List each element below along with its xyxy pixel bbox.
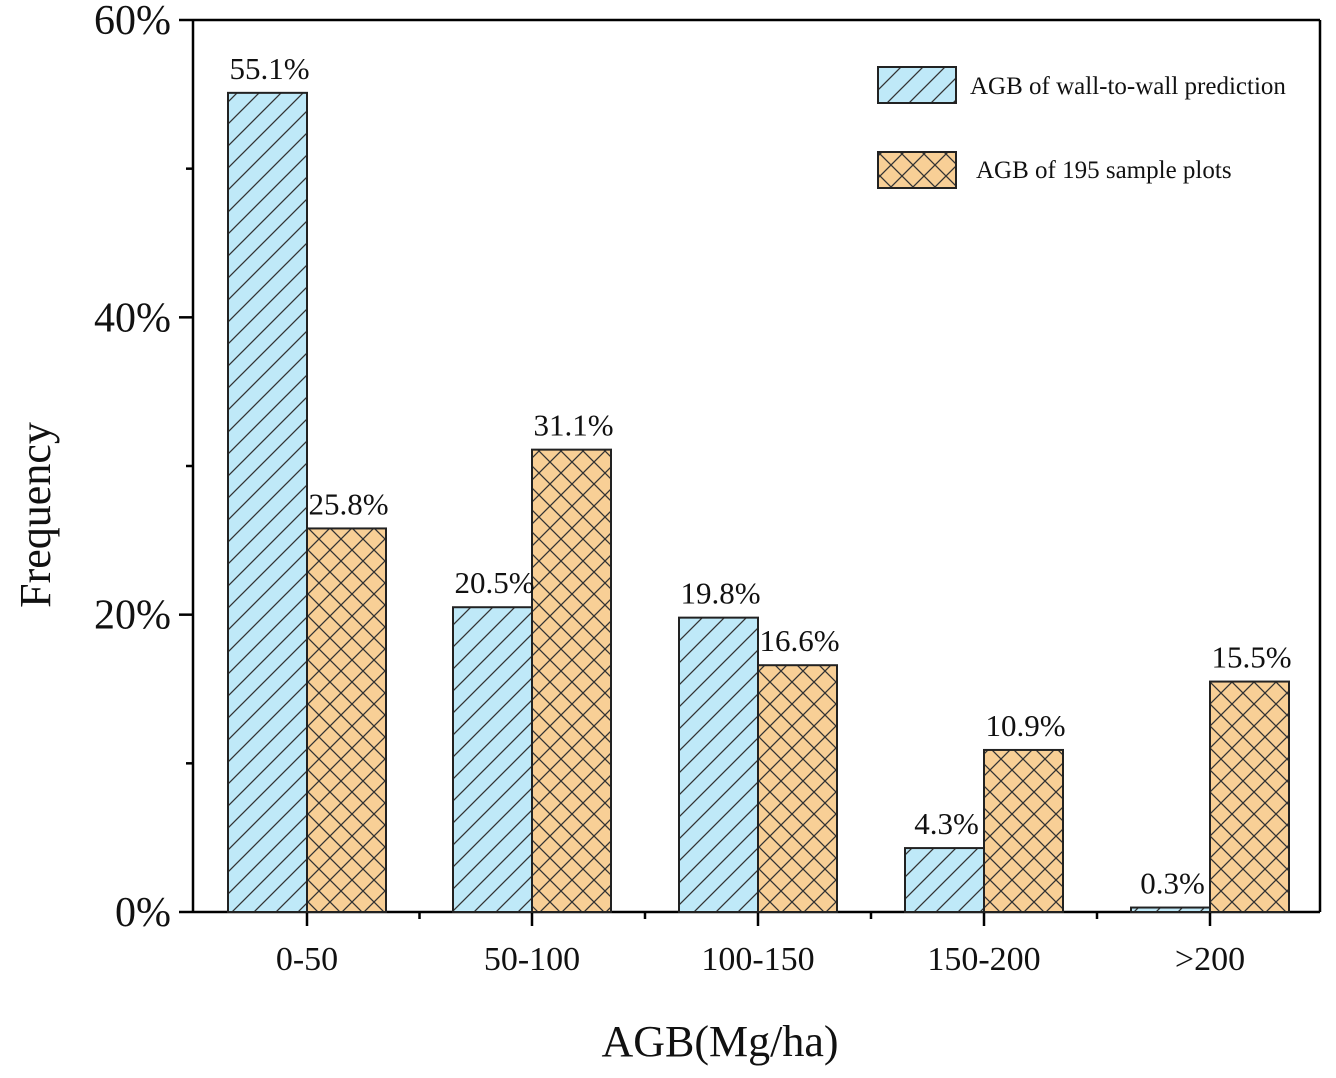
x-tick-label: 100-150 [701,941,814,978]
legend-swatch-prediction [877,66,957,104]
y-axis-ticks: 0% 20% 40% 60% [94,0,193,936]
legend-label-sample-plots: AGB of 195 sample plots [976,157,1232,184]
bar-prediction-3 [904,847,985,913]
y-tick-label: 0% [115,890,171,936]
data-label-sample-plots-2: 16.6% [759,623,839,658]
bar-sample-plots-4 [1209,680,1290,913]
bar-sample-plots-3 [983,748,1064,913]
bar-prediction-1 [452,606,533,913]
data-labels: 55.1% 20.5% 19.8% 4.3% 0.3% 25.8% 31.1% 16.6% 10… [229,51,1291,901]
data-label-sample-plots-3: 10.9% [985,708,1065,743]
x-tick-label: 50-100 [484,941,580,978]
bar-sample-plots-1 [531,448,612,913]
x-tick-label: 0-50 [276,941,338,978]
bar-prediction-2 [678,616,759,913]
y-tick-label: 20% [94,593,171,639]
data-label-prediction-3: 4.3% [914,806,979,841]
data-label-prediction-1: 20.5% [454,565,534,600]
bars [227,91,1290,913]
data-label-prediction-4: 0.3% [1140,866,1205,901]
bar-prediction-4 [1130,906,1211,913]
legend: AGB of wall-to-wall prediction AGB of 19… [877,66,1286,189]
data-label-sample-plots-4: 15.5% [1211,640,1291,675]
data-label-prediction-2: 19.8% [680,576,760,611]
x-tick-label: >200 [1175,941,1245,978]
y-tick-label: 60% [94,0,171,44]
x-tick-label: 150-200 [927,941,1040,978]
y-tick-label: 40% [94,295,171,341]
data-label-sample-plots-1: 31.1% [533,408,613,443]
legend-swatch-sample-plots [877,151,957,189]
bar-sample-plots-2 [757,664,838,913]
data-label-sample-plots-0: 25.8% [308,486,388,521]
bar-prediction-0 [227,91,308,913]
legend-label-prediction: AGB of wall-to-wall prediction [970,73,1286,100]
data-label-prediction-0: 55.1% [229,51,309,86]
x-axis-title: AGB(Mg/ha) [601,1017,838,1066]
x-axis-ticks: 0-50 50-100 100-150 150-200 >200 [276,912,1245,978]
bar-sample-plots-0 [306,527,387,913]
y-axis-title: Frequency [11,422,60,608]
